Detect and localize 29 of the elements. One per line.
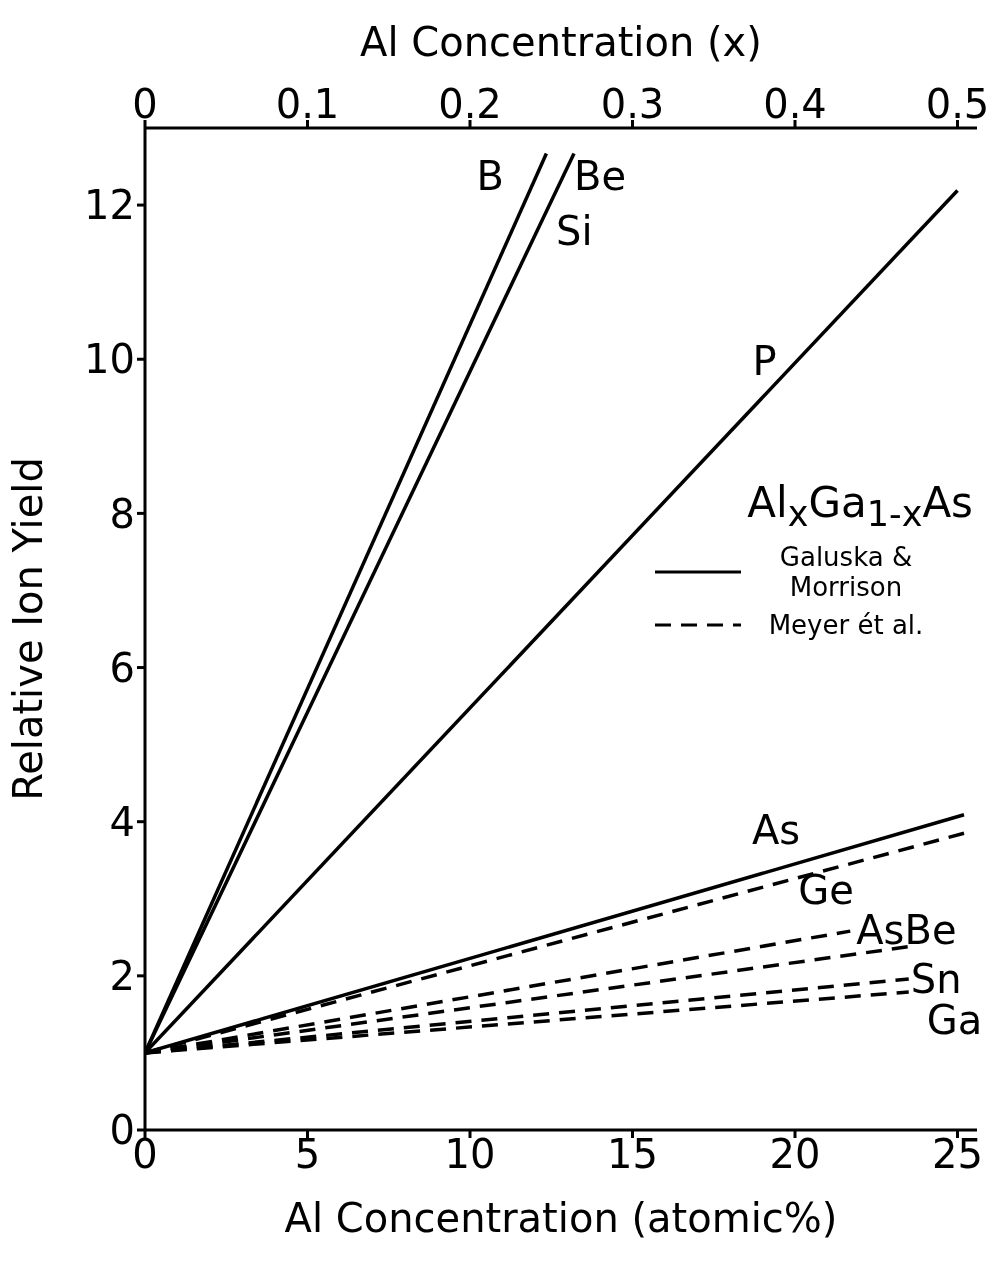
x-tick-label: 15 (607, 1131, 658, 1178)
x2-tick-label: 0.2 (438, 81, 502, 127)
legend-title: Al$_{x}$Ga$_{1-x}$As (746, 478, 973, 535)
series-label: P (752, 338, 777, 385)
y-tick-label: 10 (84, 336, 135, 383)
series-label: Ge (798, 867, 854, 914)
y-tick-label: 4 (109, 798, 135, 845)
x2-tick-label: 0.4 (763, 81, 827, 127)
series-label: AsBe (856, 906, 957, 953)
x-tick-label: 20 (769, 1131, 821, 1178)
annotation: Meyer ét al. (767, 610, 925, 641)
annotation: Si (556, 208, 593, 254)
x2-tick-label: 0.5 (925, 81, 990, 127)
x2-axis-title: Al Concentration (x) (360, 19, 762, 66)
x-tick-label: 5 (294, 1131, 321, 1178)
y-tick-label: 8 (109, 490, 135, 537)
x-tick-label: 25 (932, 1131, 983, 1178)
series-label: As (752, 806, 801, 853)
series-label: Be (574, 153, 627, 200)
x2-tick-label: 0.3 (600, 81, 665, 127)
y-axis-title: Relative Ion Yield (5, 457, 52, 801)
y-tick-label: 2 (109, 953, 135, 1000)
x-axis-title: Al Concentration (atomic%) (284, 1195, 838, 1241)
y-tick-label: 12 (84, 182, 135, 229)
x-tick-label: 10 (444, 1131, 496, 1178)
series-label: B (476, 153, 504, 200)
x2-tick-label: 0.1 (275, 81, 340, 127)
y-tick-label: 6 (109, 644, 135, 691)
annotation: Galuska & Morrison (778, 542, 914, 603)
